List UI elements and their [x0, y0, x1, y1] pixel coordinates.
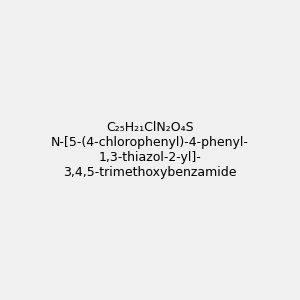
Text: C₂₅H₂₁ClN₂O₄S
N-[5-(4-chlorophenyl)-4-phenyl-
1,3-thiazol-2-yl]-
3,4,5-trimethox: C₂₅H₂₁ClN₂O₄S N-[5-(4-chlorophenyl)-4-ph… — [51, 121, 249, 179]
